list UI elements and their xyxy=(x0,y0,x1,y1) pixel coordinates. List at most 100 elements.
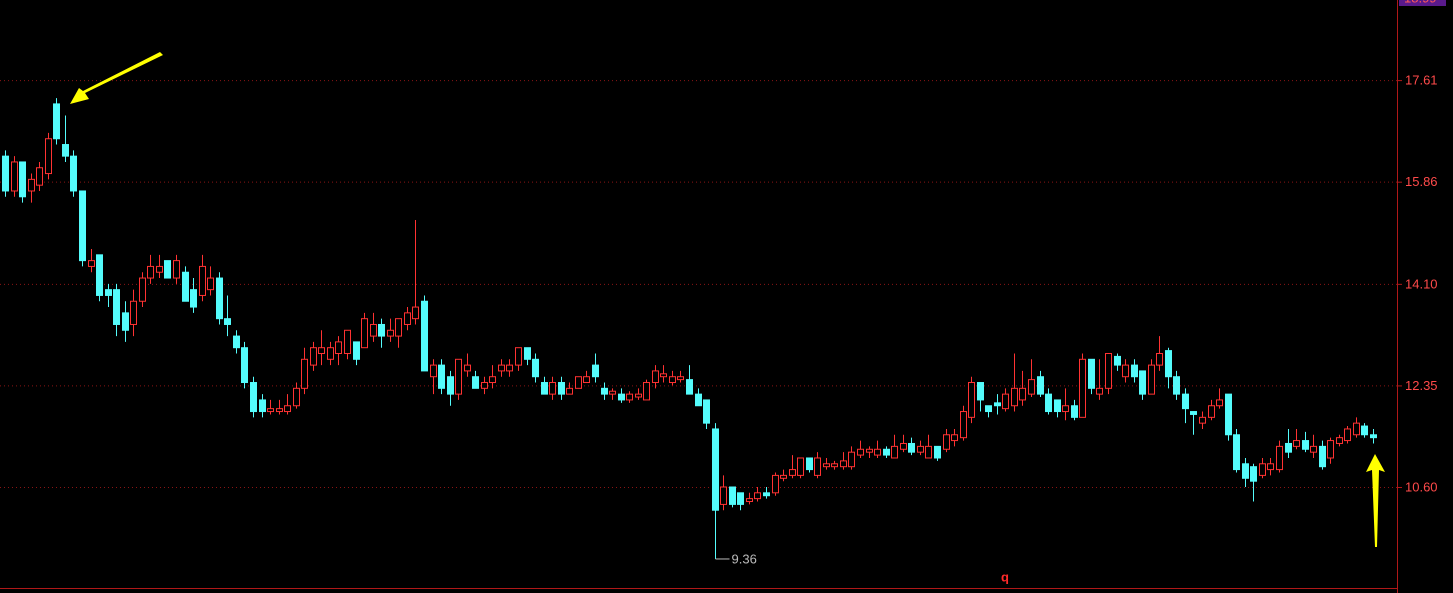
candle-body xyxy=(233,335,240,349)
candle-body xyxy=(660,373,667,378)
candle-body xyxy=(985,405,992,413)
candle-body xyxy=(960,411,967,439)
candle-body xyxy=(908,442,915,453)
candle-body xyxy=(1173,376,1180,395)
candle-body xyxy=(823,463,830,468)
candle-body xyxy=(182,271,189,302)
candle-body xyxy=(917,445,924,453)
candle-body xyxy=(310,347,317,366)
candle-body xyxy=(361,318,368,349)
candle-body xyxy=(857,448,864,456)
candle-body xyxy=(1285,442,1292,453)
y-tick-label: 12.35 xyxy=(1405,378,1438,393)
candle-body xyxy=(814,457,821,476)
candle-body xyxy=(79,190,86,262)
candle-body xyxy=(1071,405,1078,418)
candle-body xyxy=(1336,437,1343,444)
candle-body xyxy=(88,260,95,267)
candle-body xyxy=(105,289,112,296)
grid-layer xyxy=(0,80,1402,489)
candle-body xyxy=(301,358,308,389)
candle-body xyxy=(1139,370,1146,395)
candle-body xyxy=(677,376,684,381)
candle-body xyxy=(532,358,539,378)
candle-body xyxy=(1361,425,1368,436)
y-tick-label: 10.60 xyxy=(1405,479,1438,494)
candle-body xyxy=(1079,358,1086,418)
candle-body xyxy=(190,289,197,308)
candle-body xyxy=(45,138,52,175)
candle-body xyxy=(1216,399,1223,407)
candle-body xyxy=(968,382,975,418)
candle-body xyxy=(28,178,35,192)
candle-body xyxy=(199,265,206,296)
candle-body xyxy=(874,448,881,456)
candle-body xyxy=(1028,379,1035,395)
candle-body xyxy=(652,370,659,384)
candle-body xyxy=(455,358,462,395)
candle-body xyxy=(575,376,582,389)
candle-body xyxy=(1122,364,1129,378)
candle-body xyxy=(754,492,761,500)
y-tick-label: 15.86 xyxy=(1405,174,1438,189)
candle-body xyxy=(626,393,633,401)
candle-body xyxy=(2,155,9,192)
candle-body xyxy=(53,103,60,140)
candle-body xyxy=(1182,393,1189,410)
candle-body xyxy=(293,387,300,407)
candle-body xyxy=(318,347,325,354)
candle-body xyxy=(370,323,377,337)
candle-body xyxy=(207,277,214,291)
candle-body xyxy=(1199,416,1206,424)
candle-body xyxy=(1302,440,1309,450)
candle-body xyxy=(866,448,873,453)
candle-body xyxy=(601,387,608,395)
candle-body xyxy=(156,265,163,273)
candle-body xyxy=(1002,393,1009,410)
candle-body xyxy=(335,341,342,354)
candle-body xyxy=(472,376,479,389)
candle-body xyxy=(669,376,676,384)
candle-body xyxy=(1370,434,1377,439)
candle-body xyxy=(1096,387,1103,395)
candle-body xyxy=(1344,428,1351,442)
candle-body xyxy=(883,448,890,456)
candle-body xyxy=(840,460,847,468)
candle-body xyxy=(848,451,855,468)
candle-body xyxy=(250,382,257,413)
candle-body xyxy=(618,393,625,401)
candle-body xyxy=(447,376,454,395)
candle-body xyxy=(353,341,360,360)
y-tick-label: 14.10 xyxy=(1405,276,1438,291)
candle-body xyxy=(951,434,958,442)
candle-body xyxy=(438,364,445,389)
candle-body xyxy=(1165,350,1172,378)
candle-body xyxy=(1242,463,1249,479)
candle-body xyxy=(421,300,428,372)
candle-body xyxy=(746,498,753,503)
candle-body xyxy=(489,376,496,384)
candle-body xyxy=(1054,399,1061,413)
candle-body xyxy=(772,474,779,494)
candle-body xyxy=(712,428,719,511)
candle-body xyxy=(720,486,727,505)
candle-body xyxy=(113,289,120,325)
candle-body xyxy=(464,364,471,372)
candle-body xyxy=(900,442,907,450)
candle-body xyxy=(1062,405,1069,413)
candle-body xyxy=(703,399,710,424)
candle-body xyxy=(70,155,77,192)
candle-body xyxy=(541,382,548,395)
candle-body xyxy=(1208,405,1215,418)
candle-body xyxy=(1011,387,1018,407)
candle-body xyxy=(1327,440,1334,459)
candle-body xyxy=(412,306,419,320)
candle-body xyxy=(11,161,18,192)
low-marker-label: 9.36 xyxy=(732,551,757,566)
candle-body xyxy=(558,382,565,395)
candle-body xyxy=(1156,352,1163,366)
y-tick-label: 17.61 xyxy=(1405,73,1438,88)
candle-body xyxy=(1276,445,1283,471)
candle-body xyxy=(62,144,69,157)
